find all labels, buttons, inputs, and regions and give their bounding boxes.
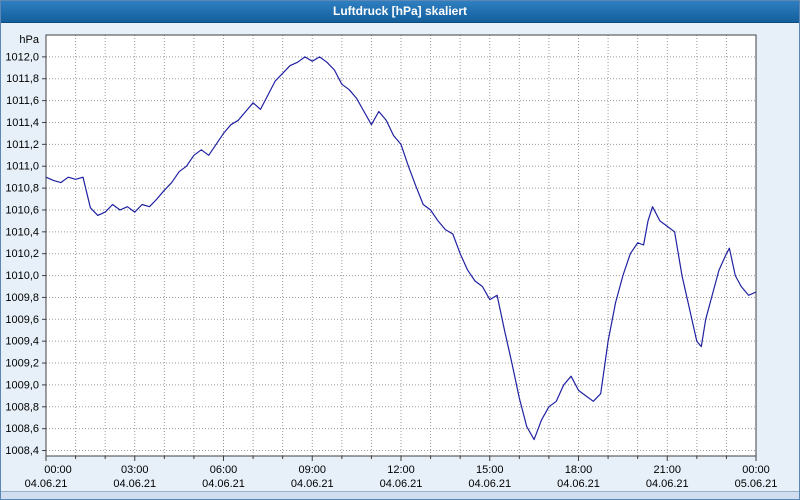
y-tick-label: 1010,6	[5, 204, 39, 216]
x-tick-time: 15:00	[476, 464, 504, 476]
pressure-chart: 1012,0 1011,8 1011,6 1011,4 1011,2 1011,0 1010…	[5, 34, 778, 490]
chart-area: 1012,0 1011,8 1011,6 1011,4 1011,2 1011,0 1010…	[1, 23, 799, 491]
y-tick-label: 1009,6	[5, 314, 39, 326]
x-tick-date: 04.06.21	[291, 478, 334, 490]
y-tick-label: 1010,2	[5, 248, 39, 260]
y-tick-label: 1011,6	[6, 95, 39, 107]
y-tick-label: 1010,0	[5, 270, 39, 282]
x-tick-date: 04.06.21	[113, 478, 156, 490]
x-tick-time: 21:00	[653, 464, 681, 476]
x-tick-time: 06:00	[210, 464, 238, 476]
y-tick-label: 1010,8	[5, 183, 39, 195]
x-tick-time: 09:00	[298, 464, 326, 476]
plot-border	[45, 34, 757, 457]
x-tick-time: 18:00	[565, 464, 593, 476]
bottom-panel	[1, 491, 799, 499]
y-axis-unit: hPa	[19, 34, 39, 46]
y-tick-label: 1008,4	[5, 445, 39, 457]
y-tick-label: 1011,4	[6, 117, 39, 129]
x-tick-date: 04.06.21	[468, 478, 511, 490]
y-tick-label: 1009,0	[5, 379, 39, 391]
x-tick-date: 04.06.21	[25, 478, 68, 490]
title-bar: Luftdruck [hPa] skaliert	[1, 1, 799, 23]
y-tick-label: 1012,0	[5, 51, 39, 63]
x-tick-date: 04.06.21	[380, 478, 423, 490]
y-tick-label: 1011,2	[6, 139, 39, 151]
pressure-line	[45, 56, 757, 441]
x-tick-date: 04.06.21	[202, 478, 245, 490]
x-tick-time: 12:00	[387, 464, 415, 476]
y-tick-label: 1009,4	[5, 336, 39, 348]
y-tick-label: 1009,8	[5, 292, 39, 304]
x-tick-date: 04.06.21	[646, 478, 689, 490]
x-tick-time: 03:00	[121, 464, 149, 476]
x-tick-date: 05.06.21	[735, 478, 778, 490]
y-tick-label: 1009,2	[5, 358, 39, 370]
y-tick-label: 1011,8	[6, 73, 39, 85]
x-tick-date: 04.06.21	[557, 478, 600, 490]
y-tick-label: 1008,8	[5, 401, 39, 413]
x-tick-time: 00:00	[44, 464, 72, 476]
x-tick-time: 00:00	[742, 464, 770, 476]
chart-title: Luftdruck [hPa] skaliert	[332, 4, 468, 18]
y-tick-label: 1008,6	[5, 423, 39, 435]
y-tick-label: 1011,0	[6, 161, 39, 173]
y-tick-label: 1010,4	[5, 226, 39, 238]
